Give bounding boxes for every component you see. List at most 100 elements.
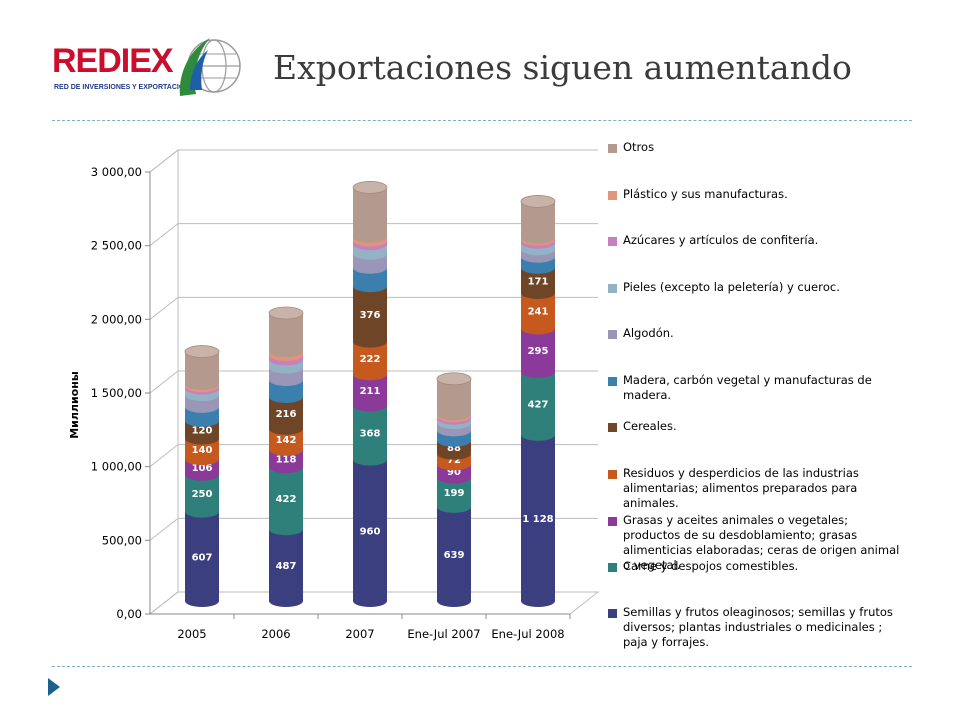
legend-label: Azúcares y artículos de confitería. [623, 233, 819, 247]
x-tick-label: 2006 [261, 627, 290, 641]
bar-segment-body [521, 328, 555, 372]
data-label: 422 [276, 494, 297, 505]
bar-segment-body [269, 428, 303, 450]
data-label: 607 [192, 552, 213, 563]
data-label: 171 [528, 276, 549, 287]
bar-segment [437, 477, 471, 513]
data-label: 241 [528, 307, 549, 318]
legend-swatch [608, 237, 617, 246]
bar-segment-body [269, 467, 303, 530]
bar-segment-bottom [185, 437, 219, 445]
y-tick-label: 3 000,00 [91, 165, 142, 179]
data-label: 295 [528, 346, 549, 357]
x-tick-label: Ene-Jul 2007 [407, 627, 480, 641]
bar-segment-bottom [185, 394, 219, 402]
bar-segment-bottom [521, 292, 555, 299]
bar-segment-body [521, 434, 555, 601]
bar-segment-bottom [437, 429, 471, 437]
legend-label: Pieles (excepto la peletería) y cuerос. [623, 280, 840, 294]
legend-swatch [608, 563, 617, 572]
data-label: 1 128 [522, 514, 553, 525]
data-label: 140 [192, 445, 213, 456]
bar-segment-body [353, 286, 387, 342]
gridline [149, 370, 598, 394]
bar-segment-bottom [269, 449, 303, 456]
bar-segment-body [353, 187, 387, 237]
bar-segment-bottom [437, 463, 471, 471]
y-tick-label: 2 000,00 [91, 312, 142, 326]
legend-swatch [608, 191, 617, 200]
bar-top-cap [520, 195, 556, 208]
data-label: 487 [276, 561, 297, 572]
bar-segment [269, 467, 303, 536]
bar-segment-bottom [269, 350, 303, 358]
gridline [149, 223, 598, 247]
data-label: 216 [276, 409, 297, 420]
bar-segment-bottom [185, 383, 219, 390]
legend-swatch [608, 470, 617, 479]
data-label: 368 [360, 428, 381, 439]
bar-segment-bottom [437, 506, 471, 513]
legend-label: Residuos y desperdicios de las industria… [623, 466, 859, 510]
bar-top-cap [436, 372, 472, 386]
bar-segment-bottom [521, 371, 555, 378]
data-label: 118 [276, 454, 297, 465]
data-label: 639 [444, 550, 465, 561]
bar-segment [521, 434, 555, 607]
bar-segment-bottom [521, 434, 555, 441]
bar-segment-bottom [437, 440, 471, 447]
y-axis-title: Миллионы [68, 371, 81, 439]
data-label: 142 [276, 435, 297, 446]
y-tick-label: 1 500,00 [91, 386, 142, 400]
bar-segment-bottom [521, 600, 555, 607]
y-tick-label: 500,00 [102, 533, 142, 547]
bar-segment-bottom [269, 600, 303, 607]
bar-segment-bottom [185, 511, 219, 518]
data-label: 960 [360, 526, 381, 537]
bar-segment-bottom [269, 379, 303, 386]
bar-segment [437, 506, 471, 607]
rediex-logo: REDIEX RED DE INVERSIONES Y EXPORTACIONE… [52, 28, 252, 108]
bar-segment-bottom [353, 600, 387, 607]
bar-segment-body [521, 371, 555, 435]
bar-segment [353, 405, 387, 466]
data-label: 90 [447, 467, 461, 478]
data-label: 120 [192, 426, 213, 437]
legend-label: Carne y despojos comestibles. [623, 559, 799, 573]
legend-swatch [608, 144, 617, 153]
legend-label: Semillas y frutos oleaginosos; semillas … [623, 605, 893, 649]
data-label: 88 [447, 443, 461, 454]
legend-swatch [608, 517, 617, 526]
bar-top-cap [184, 345, 220, 358]
bar-segment-bottom [437, 477, 471, 484]
bar-segment [353, 187, 387, 243]
data-label: 211 [360, 386, 381, 397]
data-label: 106 [192, 463, 213, 474]
data-label: 427 [528, 399, 549, 410]
stacked-bar-chart: 0,00 500,00 1 000,00 1 500,00 2 000,00 2 500,… [68, 148, 600, 641]
bar-segment-bottom [353, 404, 387, 412]
bar-segment [269, 428, 303, 456]
legend-swatch [608, 609, 617, 618]
y-tick-label: 0,00 [116, 607, 142, 621]
bar-segment-bottom [269, 358, 303, 366]
legend-label: Cereales. [623, 419, 677, 433]
bar-segment-bottom [521, 267, 555, 274]
page-title: Exportaciones siguen aumentando [273, 48, 852, 87]
legend-swatch [608, 284, 617, 293]
bar-segment [269, 312, 303, 358]
legend-swatch [608, 330, 617, 339]
legend-label: Algodón. [623, 326, 674, 340]
bar-segment-body [437, 506, 471, 601]
bar-segment-bottom [353, 459, 387, 466]
bar-segment [437, 378, 471, 421]
x-tick-label: 2007 [345, 627, 374, 641]
bar-segment [269, 529, 303, 607]
bar-segment-bottom [353, 373, 387, 381]
bar-segment-bottom [521, 256, 555, 263]
bar-segment-body [353, 459, 387, 601]
bar-segment-bottom [185, 420, 219, 427]
play-arrow-icon [48, 678, 60, 696]
gridline [149, 296, 598, 320]
gridline [149, 149, 598, 173]
